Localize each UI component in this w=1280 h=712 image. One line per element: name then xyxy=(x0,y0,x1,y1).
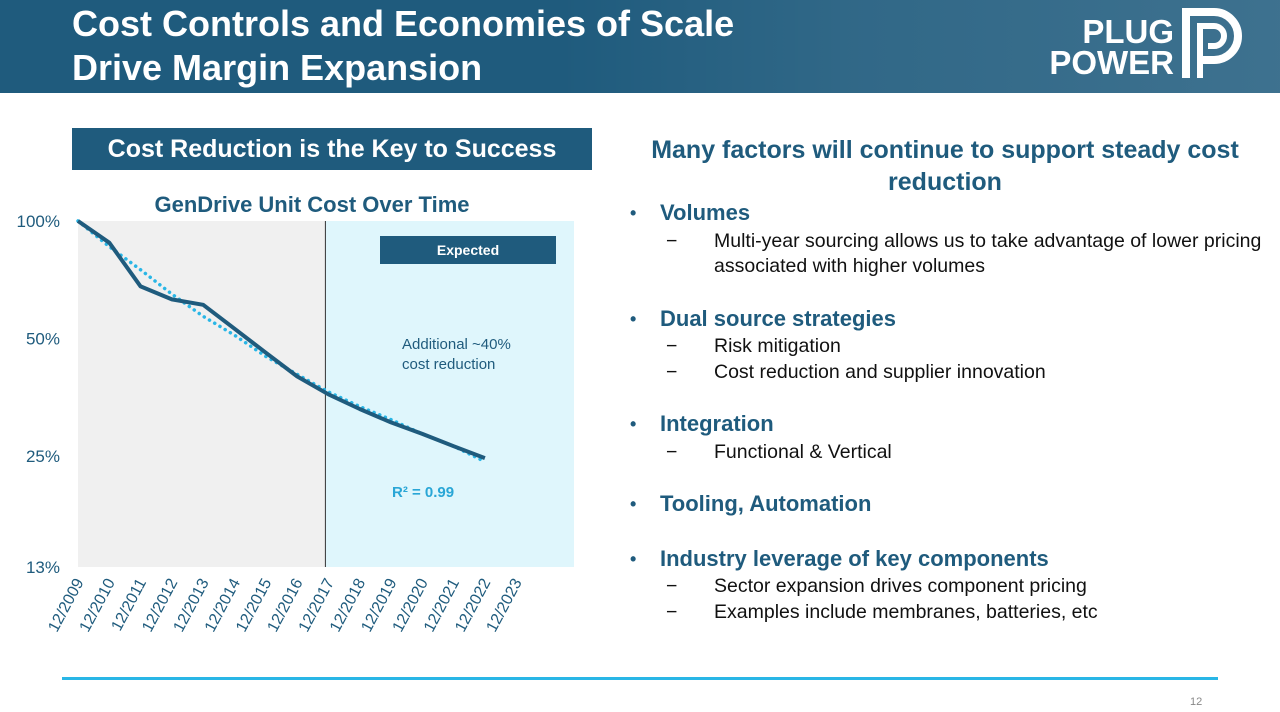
bullet-dot-icon: • xyxy=(630,549,637,569)
sub-item-text: Risk mitigation xyxy=(714,335,841,357)
sub-item-text: Examples include membranes, batteries, e… xyxy=(714,601,1098,623)
r-squared-label: R² = 0.99 xyxy=(392,484,454,501)
dash-icon: − xyxy=(666,335,678,357)
gendrive-cost-chart: 100% 50% 25% 13% 12/200912/201012/201112/20… xyxy=(17,212,574,635)
y-tick-label: 50% xyxy=(26,330,60,349)
factor-label: Volumes xyxy=(660,200,751,225)
expected-label: Expected xyxy=(437,242,499,258)
chart-title-backdrop xyxy=(120,212,520,221)
annotation-line: cost reduction xyxy=(402,356,495,373)
header-gradient xyxy=(560,0,1280,93)
expected-label-background xyxy=(380,236,556,264)
factors-heading: Many factors will continue to support st… xyxy=(651,136,1239,196)
y-tick-label: 100% xyxy=(17,212,60,231)
plug-power-p-logo-icon xyxy=(1182,7,1242,78)
historic-region xyxy=(78,221,326,567)
bullet-dot-icon: • xyxy=(630,414,637,434)
factor-label: Industry leverage of key components xyxy=(660,546,1049,571)
unit-cost-series xyxy=(76,219,486,460)
factor-label: Tooling, Automation xyxy=(660,491,872,516)
header-bar: Cost Controls and Economies of Scale Dri… xyxy=(0,0,1280,93)
dash-icon: − xyxy=(666,601,678,623)
bullet-dot-icon: • xyxy=(630,203,637,223)
slide-title-line2: Drive Margin Expansion xyxy=(72,47,483,88)
additional-reduction-annotation: Additional ~40% cost reduction xyxy=(402,336,511,373)
annotation-line: Additional ~40% xyxy=(402,336,511,353)
bullet-dot-icon: • xyxy=(630,309,637,329)
sub-item-text: Functional & Vertical xyxy=(714,441,892,463)
sub-item-text: Cost reduction and supplier innovation xyxy=(714,361,1046,383)
sub-item-text: Multi-year sourcing allows us to take ad… xyxy=(714,230,1262,277)
factor-label: Integration xyxy=(660,411,774,436)
expected-label-box: Expected xyxy=(380,236,556,264)
logo-line1: PLUG xyxy=(1082,13,1174,50)
plug-power-logo-text: PLUG POWER xyxy=(1022,13,1174,81)
dash-icon: − xyxy=(666,230,678,252)
y-axis-ticks: 100% 50% 25% 13% xyxy=(17,212,60,577)
factor-label: Dual source strategies xyxy=(660,306,896,331)
expected-region xyxy=(325,221,574,567)
y-tick-label: 13% xyxy=(26,558,60,577)
dash-icon: − xyxy=(666,575,678,597)
slide-title-line1: Cost Controls and Economies of Scale xyxy=(72,3,735,44)
cost-reduction-banner: Cost Reduction is the Key to Success xyxy=(72,128,592,170)
dash-icon: − xyxy=(666,361,678,383)
dash-icon: − xyxy=(666,441,678,463)
bullet-dot-icon: • xyxy=(630,494,637,514)
page-number: 12 xyxy=(1190,696,1203,708)
y-tick-label: 25% xyxy=(26,447,60,466)
footer-rule xyxy=(62,677,1218,680)
sub-item-text: Sector expansion drives component pricin… xyxy=(714,575,1087,597)
logo-line2: POWER xyxy=(1049,44,1174,81)
x-axis-ticks: 12/200912/201012/201112/201212/201312/20… xyxy=(45,576,525,635)
